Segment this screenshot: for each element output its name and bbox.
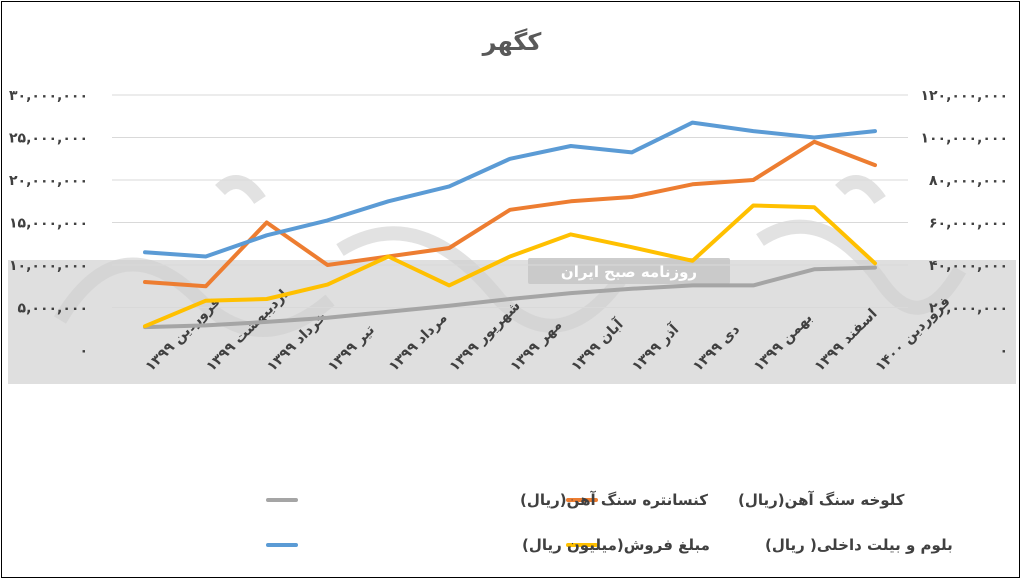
gridlines <box>112 94 908 308</box>
right-tick-label: ۸۰,۰۰۰,۰۰۰ <box>929 173 1008 189</box>
left-tick-label: ۰ <box>79 343 88 359</box>
legend-label-iron-ore-lump: کلوخه سنگ آهن(ریال) <box>738 491 905 509</box>
left-axis-ticks: ۰ ۵,۰۰۰,۰۰۰ ۱۰,۰۰۰,۰۰۰ ۱۵,۰۰۰,۰۰۰ ۲۰,۰۰۰,۰۰۰… <box>9 88 88 359</box>
left-tick-label: ۲۰,۰۰۰,۰۰۰ <box>9 173 88 189</box>
series-line-3 <box>143 120 877 259</box>
left-tick-label: ۱۰,۰۰۰,۰۰۰ <box>9 258 88 274</box>
series-lines <box>143 120 877 330</box>
right-axis-ticks: ۰ ۲۰,۰۰۰,۰۰۰ ۴۰,۰۰۰,۰۰۰ ۶۰,۰۰۰,۰۰۰ ۸۰,۰۰۰,۰۰… <box>920 88 1008 359</box>
left-tick-label: ۲۵,۰۰۰,۰۰۰ <box>9 131 88 147</box>
right-tick-label: ۲۰,۰۰۰,۰۰۰ <box>929 301 1008 317</box>
legend-label-bloom-billet: بلوم و بیلت داخلی( ریال) <box>765 536 953 554</box>
left-tick-label: ۵,۰۰۰,۰۰۰ <box>18 301 88 317</box>
chart-title: کگهر <box>482 28 542 56</box>
right-tick-label: ۴۰,۰۰۰,۰۰۰ <box>929 258 1008 274</box>
legend-label-sales-amount: مبلغ فروش(میلیون ریال) <box>522 536 710 554</box>
left-tick-label: ۳۰,۰۰۰,۰۰۰ <box>9 88 88 104</box>
watermark-tag-text: روزنامه صبح ایران <box>561 263 697 281</box>
right-tick-label: ۱۲۰,۰۰۰,۰۰۰ <box>920 88 1008 104</box>
series-line-2 <box>143 203 877 329</box>
right-tick-label: ۶۰,۰۰۰,۰۰۰ <box>929 216 1008 232</box>
legend-label-iron-ore-concentrate: کنسانتره سنگ آهن(ریال) <box>520 491 708 509</box>
series-line-1 <box>143 265 877 330</box>
series-line-0 <box>143 139 877 289</box>
left-tick-label: ۱۵,۰۰۰,۰۰۰ <box>9 216 88 232</box>
watermark: روزنامه صبح ایران <box>8 175 1016 384</box>
right-tick-label: ۱۰۰,۰۰۰,۰۰۰ <box>920 131 1008 147</box>
legend: کلوخه سنگ آهن(ریال) کنسانتره سنگ آهن(ریا… <box>266 491 953 554</box>
right-tick-label: ۰ <box>999 343 1008 359</box>
